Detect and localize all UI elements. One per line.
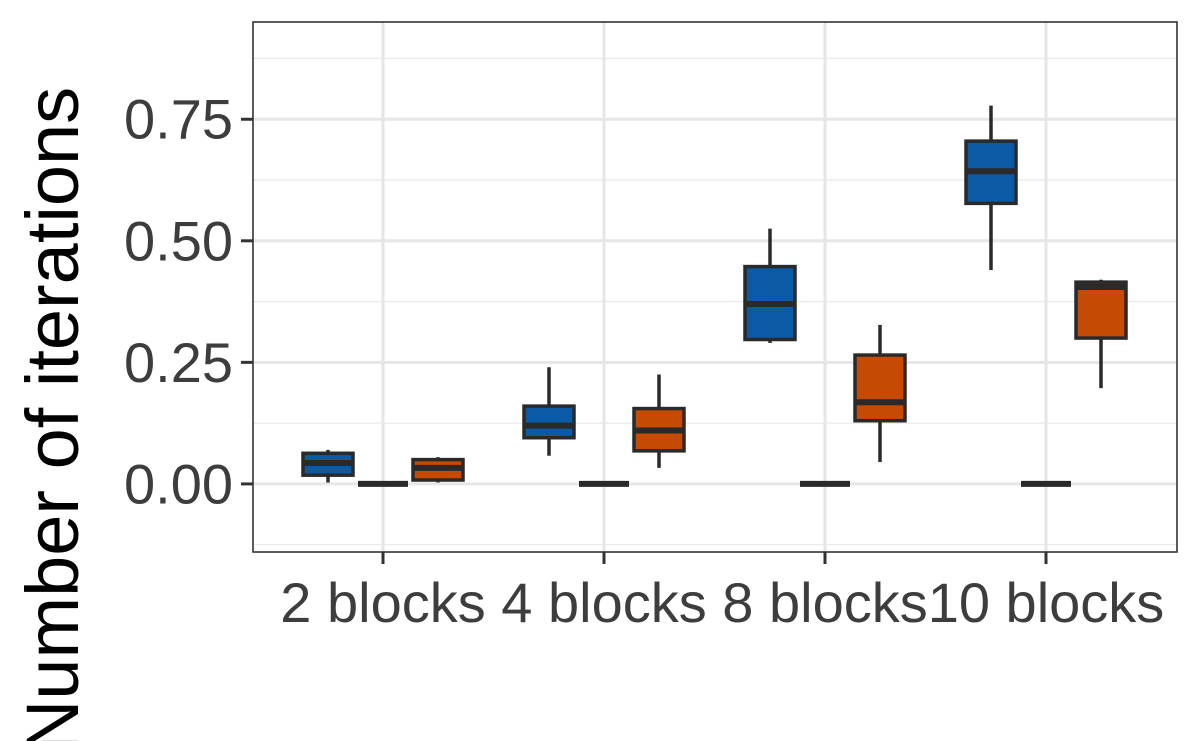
box-0-1 [522,367,576,456]
box-0-2 [743,228,797,343]
box-series [301,105,1128,487]
x-tick-label: 10 blocks [928,571,1165,634]
x-tick-label: 4 blocks [501,571,706,634]
box-body [1074,280,1128,340]
box-body [522,404,576,440]
box-0-3 [964,105,1018,270]
grid-lines [253,22,1177,552]
axes: 0.00 0.25 0.50 0.75 2 blocks 4 blocks 8 blocks… [124,88,1164,634]
box-2-2 [853,324,907,463]
y-tick-label: 0.25 [124,331,233,394]
x-tick-label: 8 blocks [722,571,927,634]
panel-border [252,21,1178,553]
y-tick-label: 0.50 [124,209,233,272]
box-2-1 [632,374,686,468]
box-2-0 [411,457,465,483]
y-tick-label: 0.75 [124,88,233,151]
x-tick-label: 2 blocks [280,571,485,634]
box-body [853,353,907,423]
y-tick-label: 0.00 [124,452,233,515]
y-axis-title: Number of iterations [11,87,94,741]
box-0-0 [301,449,355,483]
box-2-3 [1074,279,1128,389]
